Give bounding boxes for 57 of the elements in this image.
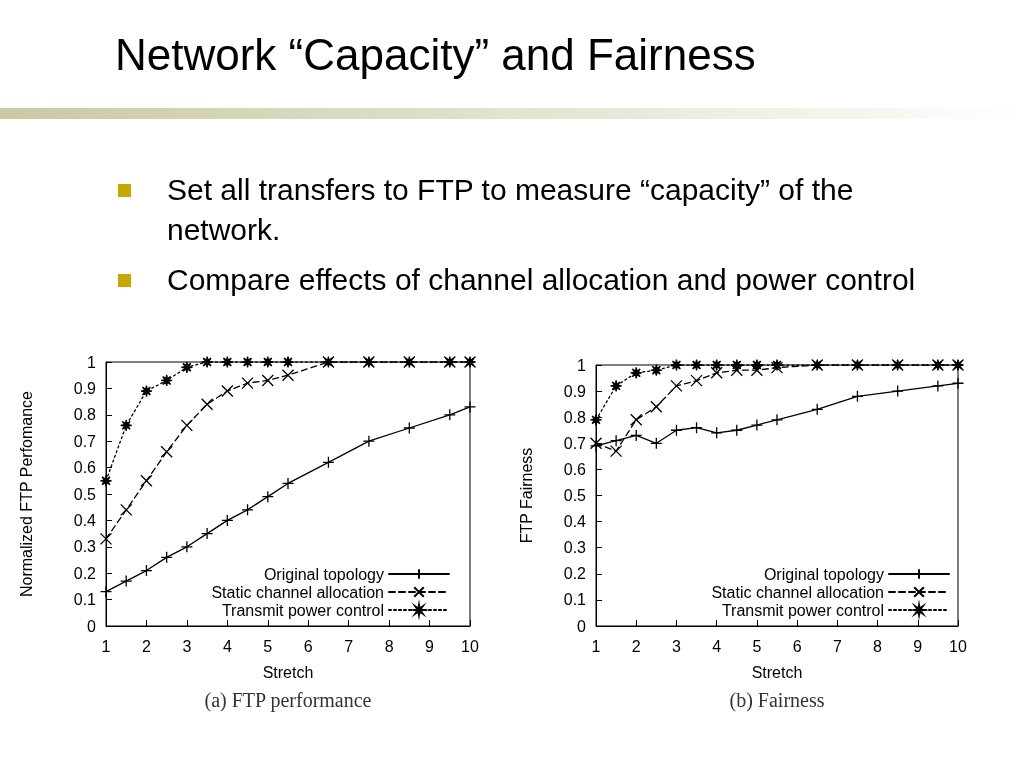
y-tick-label: 0.7 (73, 432, 97, 450)
legend-label: Original topology (263, 565, 384, 583)
x-tick-label: 9 (913, 637, 923, 655)
x-tick-label: 4 (712, 637, 722, 655)
legend-label: Transmit power control (721, 601, 884, 619)
x-tick-label: 7 (832, 637, 842, 655)
y-tick-label: 0.9 (563, 382, 587, 400)
x-tick-label: 3 (671, 637, 681, 655)
y-tick-label: 0.3 (563, 539, 587, 557)
x-tick-label: 1 (591, 637, 601, 655)
y-tick-label: 0.6 (73, 459, 97, 477)
x-tick-label: 9 (425, 637, 435, 655)
y-tick-label: 0.1 (563, 591, 587, 609)
text: (a) FTP performance (203, 689, 373, 712)
x-tick-label: 4 (222, 637, 232, 655)
y-tick-label: 0.8 (563, 408, 587, 426)
y-tick-label: 0 (87, 617, 97, 635)
x-tick-label: 6 (303, 637, 313, 655)
x-tick-label: 2 (141, 637, 151, 655)
x-tick-label: 6 (792, 637, 802, 655)
x-axis-title: Stretch (262, 663, 314, 681)
y-tick-label: 0.1 (73, 591, 97, 609)
y-tick-label: 1 (87, 353, 97, 371)
x-tick-label: 2 (631, 637, 641, 655)
y-tick-label: 0 (577, 617, 587, 635)
y-tick-label: 0.6 (563, 460, 587, 478)
x-tick-label: 5 (752, 637, 762, 655)
x-tick-label: 10 (949, 637, 967, 655)
text: Compare effects of channel allocation and power control (167, 262, 917, 298)
x-tick-label: 10 (461, 637, 479, 655)
legend-label: Static channel allocation (711, 583, 884, 601)
text: (b) Fairness (728, 689, 826, 712)
y-tick-label: 0.4 (563, 513, 587, 531)
y-tick-label: 0.7 (563, 434, 587, 452)
x-tick-label: 1 (101, 637, 111, 655)
x-axis-title: Stretch (751, 663, 803, 681)
y-tick-label: 0.5 (563, 487, 587, 504)
y-tick-label: 0.5 (73, 485, 97, 503)
y-tick-label: 0.9 (73, 379, 97, 397)
text: Set all transfers to FTP to measure “capacity” of the network. (167, 172, 855, 248)
x-tick-label: 3 (182, 637, 192, 655)
y-tick-label: 0.4 (73, 511, 97, 529)
y-tick-label: 0.2 (563, 565, 587, 583)
legend-label: Static channel allocation (211, 583, 384, 601)
y-tick-label: 0.2 (73, 564, 97, 582)
y-axis-title: FTP Fairness (517, 447, 535, 544)
chart-title: Network “Capacity” and Fairness (115, 30, 756, 80)
y-axis-title: Normalized FTP Perfomance (17, 390, 35, 597)
x-tick-label: 7 (344, 637, 354, 655)
x-tick-label: 5 (263, 637, 273, 655)
y-tick-label: 1 (577, 356, 587, 374)
x-tick-label: 8 (873, 637, 883, 655)
y-tick-label: 0.8 (73, 406, 97, 424)
y-tick-label: 0.3 (73, 538, 97, 556)
legend-label: Original topology (763, 565, 884, 583)
legend-label: Transmit power control (221, 601, 384, 619)
x-tick-label: 8 (384, 637, 394, 655)
